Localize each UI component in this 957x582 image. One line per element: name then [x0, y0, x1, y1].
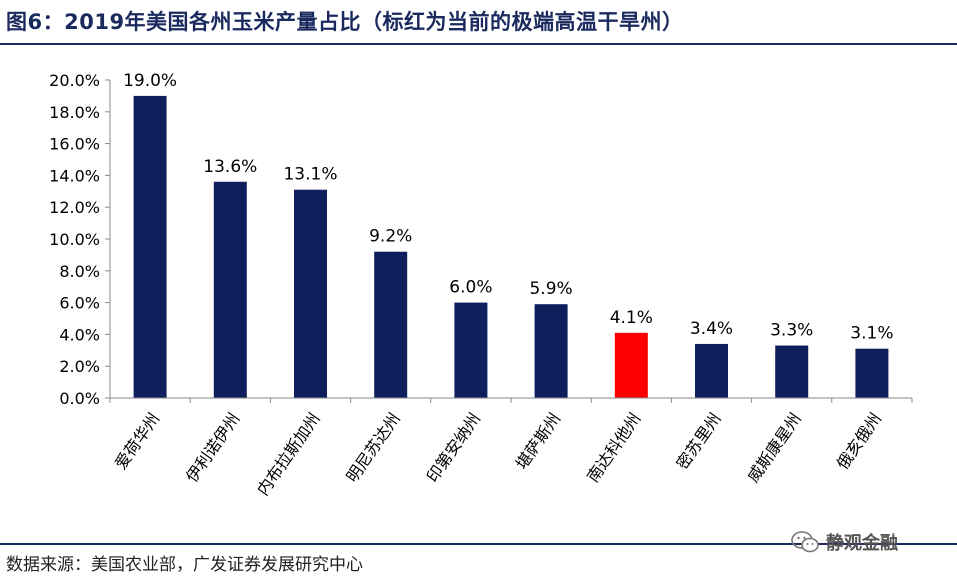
data-label-1: 13.6%: [203, 157, 257, 177]
data-label-4: 6.0%: [449, 278, 492, 298]
bar-0: [133, 95, 167, 399]
data-label-6: 4.1%: [610, 308, 653, 328]
bottom-rule: [0, 543, 957, 545]
watermark: 静观金融: [790, 527, 898, 557]
y-tick-label: 8.0%: [59, 262, 100, 281]
category-label-6: 南达科他州: [583, 409, 644, 485]
y-tick-label: 2.0%: [59, 357, 100, 376]
data-label-0: 19.0%: [123, 71, 177, 91]
y-tick-label: 0.0%: [59, 389, 100, 408]
source-note: 数据来源：美国农业部，广发证券发展研究中心: [6, 555, 363, 575]
category-label-0: 爱荷华州: [111, 409, 163, 472]
y-tick-label: 6.0%: [59, 294, 100, 313]
y-tick-label: 10.0%: [49, 230, 100, 249]
category-label-8: 威斯康星州: [744, 409, 805, 485]
category-label-3: 明尼苏达州: [343, 409, 404, 485]
y-tick-label: 18.0%: [49, 103, 100, 122]
data-label-5: 5.9%: [529, 279, 572, 299]
category-label-1: 伊利诺伊州: [182, 409, 243, 485]
wechat-icon: [791, 531, 819, 553]
category-label-7: 密苏里州: [672, 409, 724, 472]
bar-5: [534, 304, 568, 398]
chart-title: 图6：2019年美国各州玉米产量占比（标红为当前的极端高温干旱州）: [6, 10, 684, 34]
bar-9: [855, 348, 889, 398]
data-label-9: 3.1%: [850, 324, 893, 344]
watermark-text: 静观金融: [826, 533, 898, 554]
data-label-7: 3.4%: [690, 319, 733, 339]
y-tick-label: 20.0%: [49, 71, 100, 90]
bar-1: [213, 181, 247, 398]
bar-6: [614, 332, 648, 398]
data-labels: 19.0% 13.6% 13.1% 9.2% 6.0% 5.9% 4.1% 3.4% 3.3% 3…: [123, 71, 893, 344]
category-label-9: 俄亥俄州: [833, 409, 885, 472]
bar-4: [454, 302, 488, 398]
data-label-8: 3.3%: [770, 321, 813, 341]
category-label-5: 堪萨斯州: [512, 409, 564, 472]
bar-3: [374, 251, 408, 398]
data-label-3: 9.2%: [369, 227, 412, 247]
bars: [133, 95, 889, 399]
data-label-2: 13.1%: [283, 165, 337, 185]
y-tick-label: 4.0%: [59, 325, 100, 344]
bar-chart: 0.0% 2.0% 4.0% 6.0% 8.0% 10.0% 12.0% 14.0% 16.0%…: [49, 71, 913, 499]
y-axis: 0.0% 2.0% 4.0% 6.0% 8.0% 10.0% 12.0% 14.0% 16.0%…: [49, 71, 111, 408]
y-tick-label: 12.0%: [49, 198, 100, 217]
y-tick-label: 14.0%: [49, 166, 100, 185]
category-label-4: 印第安纳州: [423, 409, 484, 485]
top-rule: [0, 43, 957, 45]
bar-8: [775, 345, 809, 398]
category-label-2: 内布拉斯加州: [253, 409, 324, 499]
bar-2: [294, 189, 327, 398]
y-tick-label: 16.0%: [49, 135, 100, 154]
x-axis: 爱荷华州 伊利诺伊州 内布拉斯加州 明尼苏达州 印第安纳州 堪萨斯州 南达科他州 密苏里州 威斯…: [109, 397, 913, 499]
bar-7: [695, 343, 728, 398]
